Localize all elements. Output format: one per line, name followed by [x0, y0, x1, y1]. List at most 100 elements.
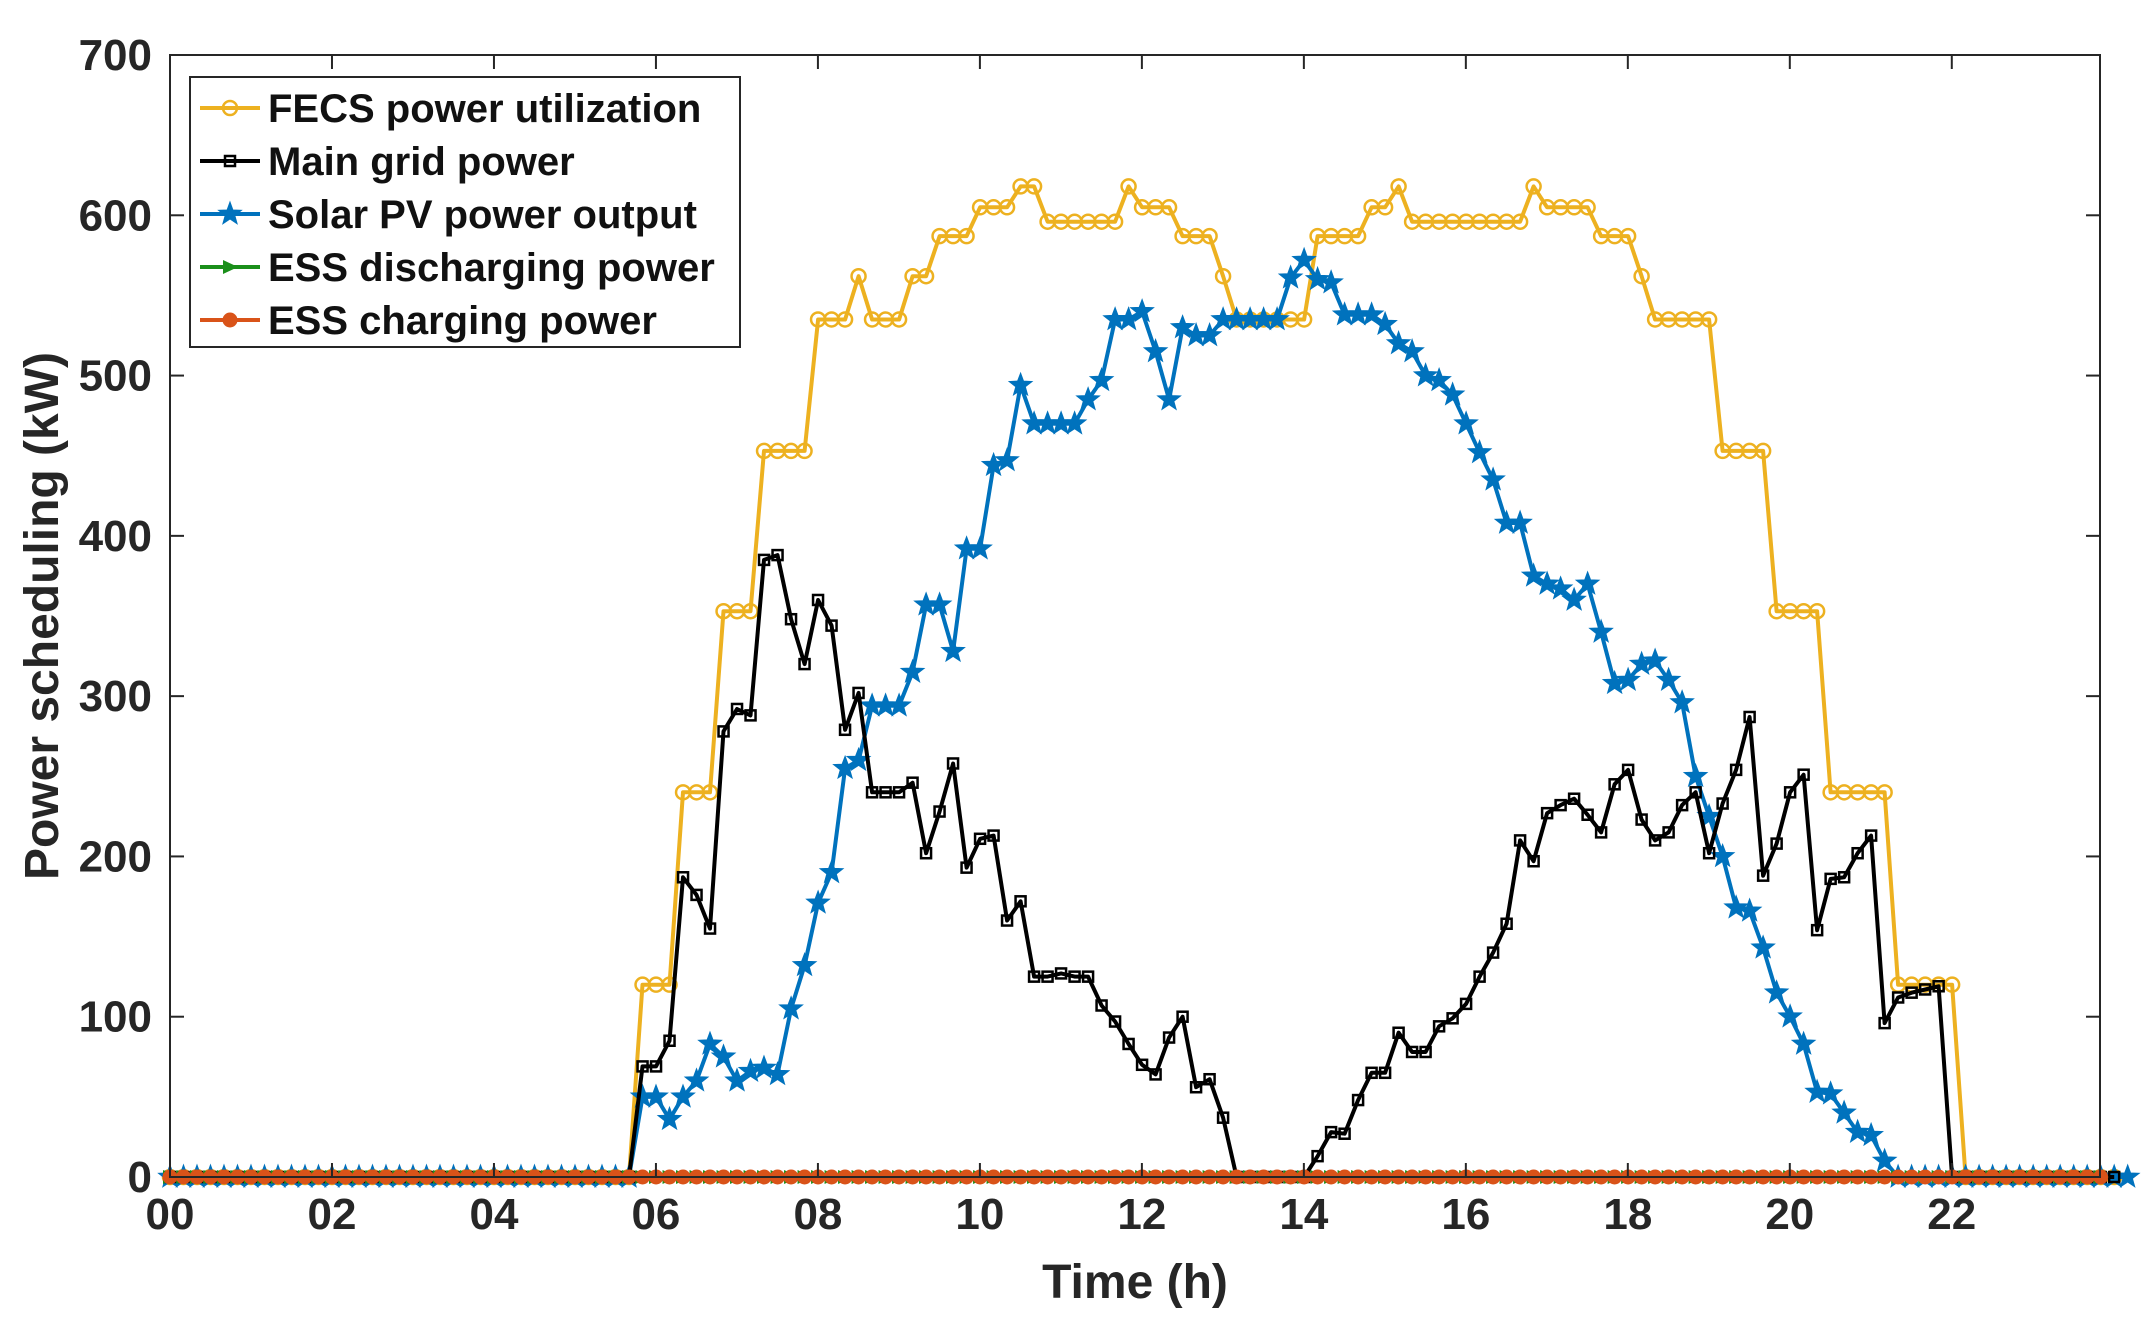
- main-grid-power-point: [960, 861, 973, 874]
- legend-label: ESS discharging power: [268, 246, 715, 290]
- fecs-power-utilization-point: [701, 784, 719, 801]
- solar-pv-power-output-point: [1507, 509, 1533, 534]
- solar-pv-power-output-point: [778, 995, 804, 1020]
- x-tick-label: 04: [469, 1190, 518, 1239]
- main-grid-power-point: [1932, 980, 1945, 993]
- solar-pv-power-output-point: [1831, 1099, 1857, 1124]
- solar-pv-power-output-point: [1790, 1030, 1817, 1055]
- main-grid-power-point: [1905, 986, 1918, 999]
- main-grid-power-point: [1189, 1080, 1203, 1094]
- fecs-power-utilization-point: [1160, 199, 1178, 216]
- fecs-power-utilization-point: [1579, 199, 1596, 216]
- main-grid-power-point: [973, 832, 987, 846]
- x-tick-label: 02: [308, 1190, 357, 1239]
- x-axis-label: Time (h): [1042, 1256, 1228, 1309]
- fecs-power-utilization-point: [1943, 976, 1961, 993]
- main-grid-power-point: [636, 1060, 649, 1073]
- main-grid-power-point: [1149, 1068, 1162, 1081]
- main-grid-power-point: [730, 702, 744, 716]
- legend-item-fecs-power-utilization: FECS power utilization: [200, 87, 701, 131]
- solar-pv-power-output-point: [1291, 246, 1317, 272]
- main-grid-power-point: [1446, 1012, 1459, 1025]
- main-grid-power-point: [865, 786, 879, 799]
- solar-pv-power-output-point: [805, 889, 831, 914]
- legend-label: Solar PV power output: [268, 193, 697, 237]
- main-grid-power-point: [1756, 869, 1770, 882]
- main-grid-power-point: [771, 548, 784, 562]
- solar-pv-power-output-point: [1655, 666, 1682, 691]
- solar-pv-power-output-point: [791, 951, 818, 977]
- main-grid-power-point: [1824, 872, 1837, 886]
- main-grid-power-point: [1378, 1066, 1392, 1080]
- main-grid-power-point: [717, 725, 730, 738]
- main-grid-power-point: [1405, 1045, 1419, 1059]
- main-grid-power-point: [892, 786, 906, 799]
- main-grid-power-point: [1648, 834, 1662, 847]
- main-grid-power-point: [1662, 826, 1675, 839]
- main-grid-power-point: [1203, 1072, 1216, 1086]
- solar-pv-power-output-point: [1196, 322, 1223, 347]
- solar-pv-power-output-point: [1817, 1080, 1844, 1105]
- main-grid-power-point: [1392, 1026, 1405, 1039]
- fecs-power-utilization-point: [796, 442, 813, 460]
- main-grid-power-point: [744, 709, 757, 722]
- main-grid-power-point: [825, 619, 838, 632]
- solar-pv-power-output-line: [170, 258, 2128, 1179]
- solar-pv-power-output-point: [1520, 562, 1547, 587]
- solar-pv-power-output-point: [1061, 410, 1088, 435]
- fecs-power-utilization-point: [1754, 442, 1772, 460]
- x-tick-label: 08: [793, 1190, 842, 1239]
- y-tick-label: 200: [79, 832, 152, 881]
- solar-pv-power-output-series: [157, 246, 2141, 1188]
- solar-pv-power-output-point: [886, 692, 912, 717]
- main-grid-power-point: [1891, 991, 1905, 1004]
- main-grid-power-point: [1135, 1058, 1149, 1072]
- main-grid-power-point: [798, 657, 811, 671]
- solar-pv-power-output-point: [1723, 894, 1749, 919]
- main-grid-power-point: [1324, 1125, 1338, 1139]
- main-grid-power-point: [1810, 923, 1824, 937]
- solar-pv-power-output-point: [1844, 1118, 1871, 1143]
- main-grid-power-point: [1851, 846, 1864, 860]
- plot-frame: [169, 54, 2101, 1178]
- solar-pv-power-output-point: [1804, 1078, 1830, 1103]
- solar-pv-power-output-point: [967, 535, 993, 560]
- main-grid-power-point: [1527, 854, 1540, 868]
- main-grid-power-point: [2107, 1170, 2121, 1184]
- solar-pv-power-output-point: [710, 1043, 737, 1068]
- fecs-power-utilization-point: [661, 976, 678, 993]
- fecs-power-utilization-point: [1120, 178, 1137, 195]
- main-grid-power-point: [1176, 1010, 1189, 1023]
- main-grid-power-point: [1081, 970, 1095, 983]
- x-tick-label: 00: [146, 1190, 195, 1239]
- main-grid-power-point: [1351, 1093, 1365, 1107]
- main-grid-power-point: [1689, 786, 1702, 799]
- fecs-power-utilization-point: [1619, 227, 1637, 245]
- solar-pv-power-output-point: [926, 591, 953, 616]
- main-grid-power-point: [1432, 1020, 1446, 1033]
- solar-pv-power-output-point: [1588, 618, 1614, 643]
- solar-pv-power-output-point: [683, 1067, 710, 1092]
- main-grid-power-point: [1122, 1037, 1135, 1051]
- fecs-power-utilization-point: [998, 199, 1016, 216]
- main-grid-power-point: [663, 1034, 676, 1048]
- fecs-power-utilization-point: [890, 311, 908, 328]
- legend-item-ess-discharging-power: ESS discharging power: [200, 246, 715, 290]
- main-grid-power-point: [1608, 778, 1621, 791]
- main-grid-power-point: [1675, 798, 1689, 812]
- x-tick-label: 18: [1603, 1190, 1652, 1239]
- solar-pv-power-output-point: [1777, 1003, 1803, 1028]
- main-grid-power-point: [1000, 914, 1014, 927]
- main-grid-power-point: [1027, 970, 1041, 983]
- solar-pv-power-output-point: [1736, 897, 1763, 922]
- main-grid-power-point: [1095, 999, 1108, 1012]
- y-tick-label: 400: [79, 512, 152, 561]
- x-tick-label: 20: [1765, 1190, 1814, 1239]
- main-grid-power-point: [811, 593, 825, 607]
- x-tick-label: 10: [955, 1190, 1004, 1239]
- main-grid-power-point: [1554, 798, 1567, 812]
- solar-pv-power-output-point: [1615, 666, 1641, 691]
- y-tick-label: 600: [79, 191, 152, 240]
- main-grid-power-point: [1702, 846, 1716, 860]
